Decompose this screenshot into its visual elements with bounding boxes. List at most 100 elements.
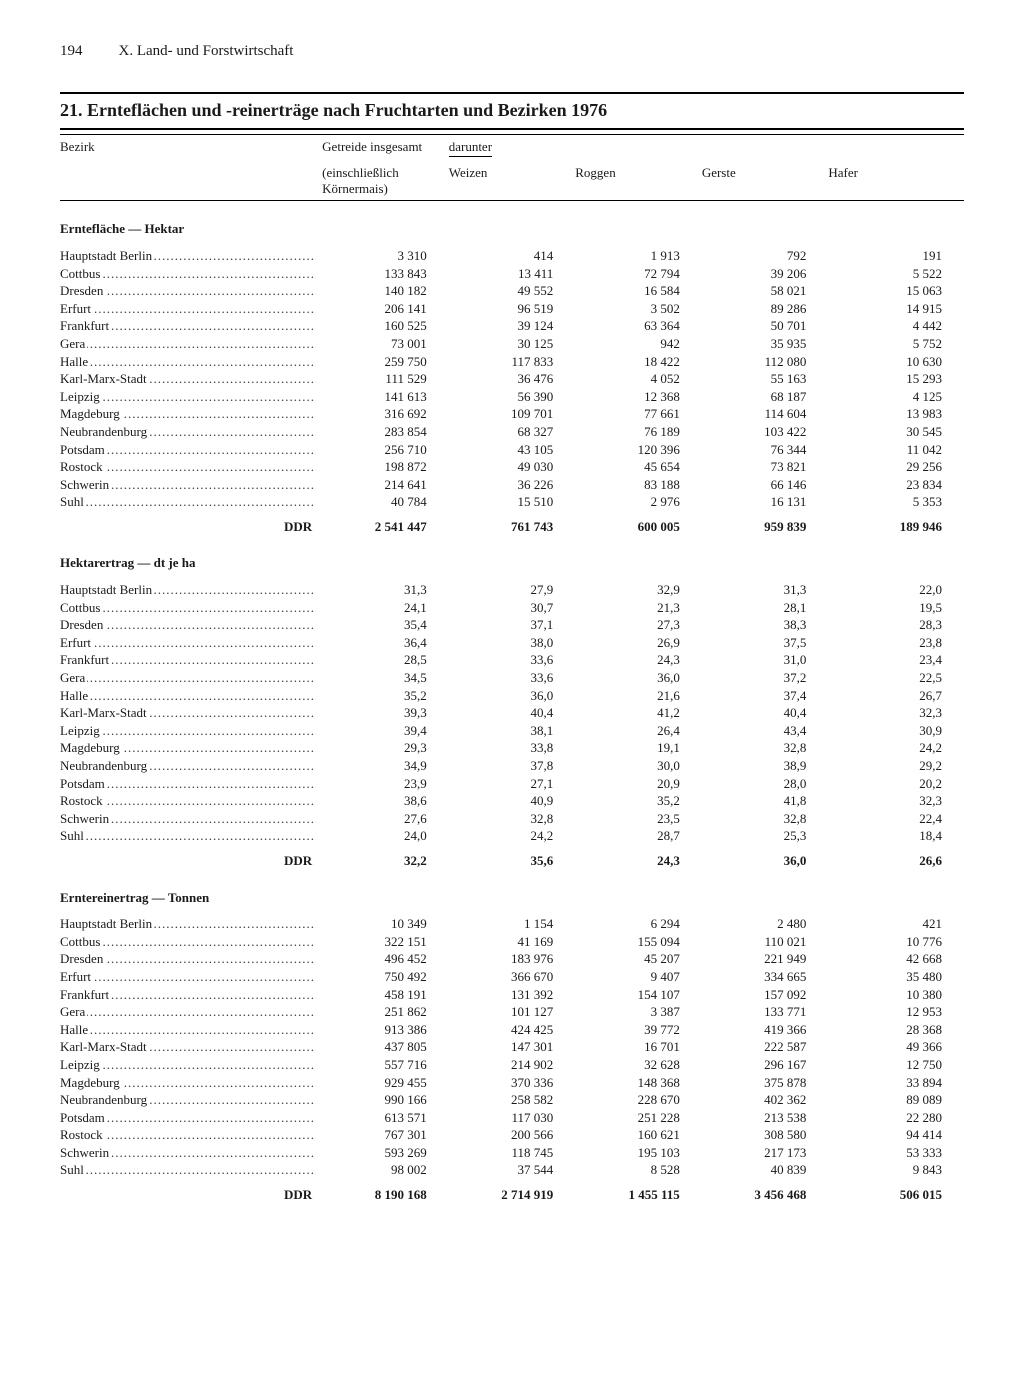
cell: 22,5 (828, 669, 964, 687)
table-header: Bezirk Getreide insgesamt darunter (eins… (60, 134, 964, 201)
cell: 308 580 (702, 1126, 829, 1144)
cell: 36,4 (322, 634, 449, 652)
cell: 19,5 (828, 599, 964, 617)
row-label: Frankfurt (60, 317, 322, 335)
cell: 4 125 (828, 388, 964, 406)
cell: 68 187 (702, 388, 829, 406)
cell: 222 587 (702, 1038, 829, 1056)
total-cell: 8 190 168 (322, 1179, 449, 1204)
cell: 23,5 (575, 810, 702, 828)
cell: 40,4 (702, 704, 829, 722)
cell: 160 525 (322, 317, 449, 335)
cell: 929 455 (322, 1074, 449, 1092)
total-cell: 761 743 (449, 511, 576, 536)
row-label: Cottbus (60, 265, 322, 283)
section-label: Erntereinertrag — Tonnen (60, 870, 964, 916)
total-cell: 26,6 (828, 845, 964, 870)
row-label: Erfurt (60, 968, 322, 986)
cell: 414 (449, 247, 576, 265)
row-label: Suhl (60, 493, 322, 511)
section-label: Erntefläche — Hektar (60, 201, 964, 247)
cell: 157 092 (702, 986, 829, 1004)
cell: 25,3 (702, 827, 829, 845)
cell: 114 604 (702, 405, 829, 423)
table-row: Karl-Marx-Stadt39,340,441,240,432,3 (60, 704, 964, 722)
cell: 35 480 (828, 968, 964, 986)
cell: 94 414 (828, 1126, 964, 1144)
cell: 251 862 (322, 1003, 449, 1021)
table-title: 21. Ernteflächen und -reinerträge nach F… (60, 92, 964, 130)
table-row: Cottbus322 15141 169155 094110 02110 776 (60, 933, 964, 951)
cell: 32,3 (828, 792, 964, 810)
cell: 16 701 (575, 1038, 702, 1056)
cell: 37,8 (449, 757, 576, 775)
cell: 28,1 (702, 599, 829, 617)
cell: 792 (702, 247, 829, 265)
table-row: Frankfurt458 191131 392154 107157 09210 … (60, 986, 964, 1004)
cell: 148 368 (575, 1074, 702, 1092)
data-table: Bezirk Getreide insgesamt darunter (eins… (60, 134, 964, 1204)
row-label: Magdeburg (60, 739, 322, 757)
total-cell: 36,0 (702, 845, 829, 870)
table-row: Rostock38,640,935,241,832,3 (60, 792, 964, 810)
cell: 334 665 (702, 968, 829, 986)
chapter-title: X. Land- und Forstwirtschaft (119, 42, 294, 60)
cell: 9 407 (575, 968, 702, 986)
cell: 437 805 (322, 1038, 449, 1056)
row-label: Magdeburg (60, 1074, 322, 1092)
cell: 191 (828, 247, 964, 265)
cell: 13 983 (828, 405, 964, 423)
cell: 10 380 (828, 986, 964, 1004)
cell: 38,3 (702, 616, 829, 634)
total-cell: 506 015 (828, 1179, 964, 1204)
cell: 27,1 (449, 775, 576, 793)
cell: 120 396 (575, 441, 702, 459)
table-row: Dresden35,437,127,338,328,3 (60, 616, 964, 634)
cell: 118 745 (449, 1144, 576, 1162)
cell: 34,9 (322, 757, 449, 775)
cell: 49 366 (828, 1038, 964, 1056)
table-row: Rostock198 87249 03045 65473 82129 256 (60, 458, 964, 476)
cell: 39 206 (702, 265, 829, 283)
row-label: Magdeburg (60, 405, 322, 423)
cell: 22 280 (828, 1109, 964, 1127)
cell: 37,1 (449, 616, 576, 634)
table-row: Suhl98 00237 5448 52840 8399 843 (60, 1161, 964, 1179)
cell: 37,2 (702, 669, 829, 687)
cell: 316 692 (322, 405, 449, 423)
cell: 37 544 (449, 1161, 576, 1179)
cell: 16 131 (702, 493, 829, 511)
row-label: Leipzig (60, 388, 322, 406)
table-row: Suhl40 78415 5102 97616 1315 353 (60, 493, 964, 511)
cell: 68 327 (449, 423, 576, 441)
row-label: Cottbus (60, 933, 322, 951)
total-label: DDR (60, 845, 322, 870)
cell: 112 080 (702, 353, 829, 371)
cell: 147 301 (449, 1038, 576, 1056)
cell: 2 976 (575, 493, 702, 511)
cell: 28,5 (322, 651, 449, 669)
cell: 27,3 (575, 616, 702, 634)
cell: 53 333 (828, 1144, 964, 1162)
cell: 990 166 (322, 1091, 449, 1109)
row-label: Suhl (60, 1161, 322, 1179)
cell: 31,0 (702, 651, 829, 669)
total-cell: 35,6 (449, 845, 576, 870)
col-hafer: Hafer (828, 161, 964, 201)
table-row: Potsdam23,927,120,928,020,2 (60, 775, 964, 793)
total-cell: 2 714 919 (449, 1179, 576, 1204)
cell: 1 913 (575, 247, 702, 265)
table-row: Schwerin593 269118 745195 103217 17353 3… (60, 1144, 964, 1162)
row-label: Schwerin (60, 476, 322, 494)
row-label: Rostock (60, 458, 322, 476)
row-label: Karl-Marx-Stadt (60, 370, 322, 388)
cell: 55 163 (702, 370, 829, 388)
cell: 36,0 (449, 687, 576, 705)
row-label: Dresden (60, 950, 322, 968)
row-label: Neubrandenburg (60, 1091, 322, 1109)
row-label: Frankfurt (60, 651, 322, 669)
page-header: 194 X. Land- und Forstwirtschaft (60, 42, 964, 60)
cell: 14 915 (828, 300, 964, 318)
cell: 33 894 (828, 1074, 964, 1092)
cell: 26,4 (575, 722, 702, 740)
